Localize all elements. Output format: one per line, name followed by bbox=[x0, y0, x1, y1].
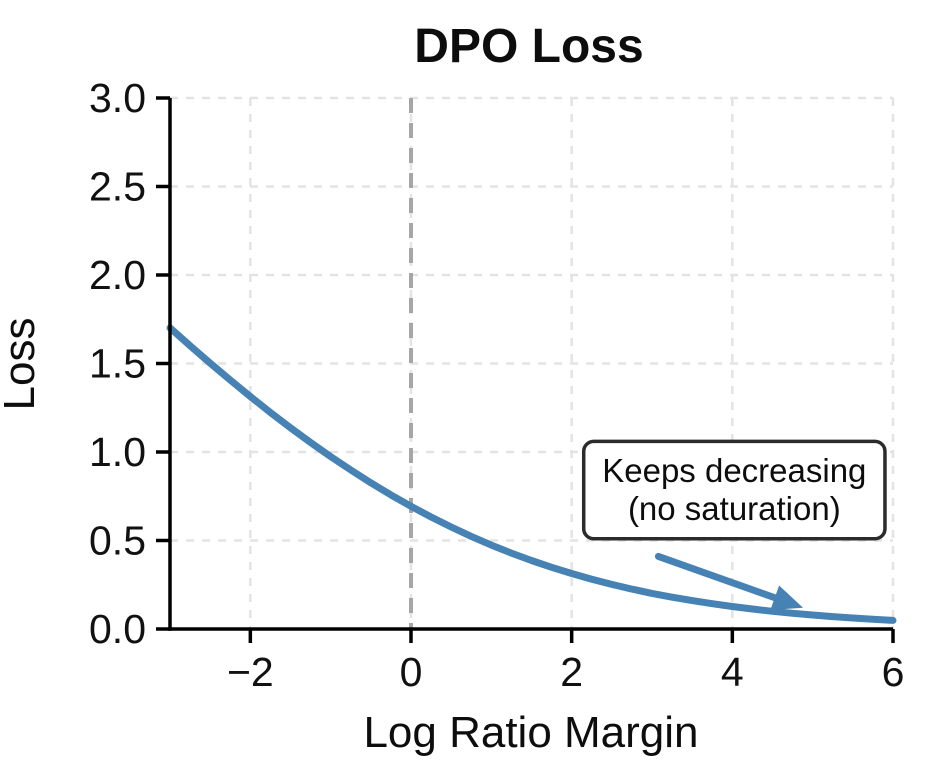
annotation-box bbox=[581, 439, 887, 541]
loss-curve-layer bbox=[166, 324, 897, 624]
annotation-text-line1: Keeps decreasing bbox=[602, 452, 866, 489]
x-tick-label: 0 bbox=[400, 649, 423, 695]
tick-label-layer: −2 0 2 4 6 0.0 0.5 1.0 1.5 2.0 2.5 3.0 bbox=[89, 75, 904, 695]
x-axis-label: Log Ratio Margin bbox=[363, 708, 698, 757]
annotation-arrow-head bbox=[770, 585, 804, 610]
y-tick-label: 0.5 bbox=[89, 518, 146, 564]
y-tick-label: 0.0 bbox=[89, 606, 146, 652]
y-tick-label: 1.0 bbox=[89, 429, 146, 475]
x-tick-label: 4 bbox=[721, 649, 744, 695]
annotation-layer: Keeps decreasing (no saturation) bbox=[581, 439, 887, 610]
x-tick-label: −2 bbox=[227, 649, 274, 695]
y-tick-label: 2.0 bbox=[89, 252, 146, 298]
x-tick-label: 6 bbox=[882, 649, 905, 695]
y-tick-label: 3.0 bbox=[89, 75, 146, 121]
loss-curve bbox=[166, 324, 897, 624]
y-tick-label: 2.5 bbox=[89, 164, 146, 210]
chart-title: DPO Loss bbox=[414, 20, 643, 73]
x-tick-label: 2 bbox=[560, 649, 583, 695]
y-tick-label: 1.5 bbox=[89, 341, 146, 387]
y-axis-label: Loss bbox=[0, 318, 44, 411]
annotation-arrow bbox=[654, 552, 804, 610]
grid-layer bbox=[170, 96, 895, 631]
annotation-arrow-shaft bbox=[654, 552, 790, 606]
annotation-text-line2: (no saturation) bbox=[628, 490, 841, 527]
axes-layer bbox=[156, 96, 895, 643]
